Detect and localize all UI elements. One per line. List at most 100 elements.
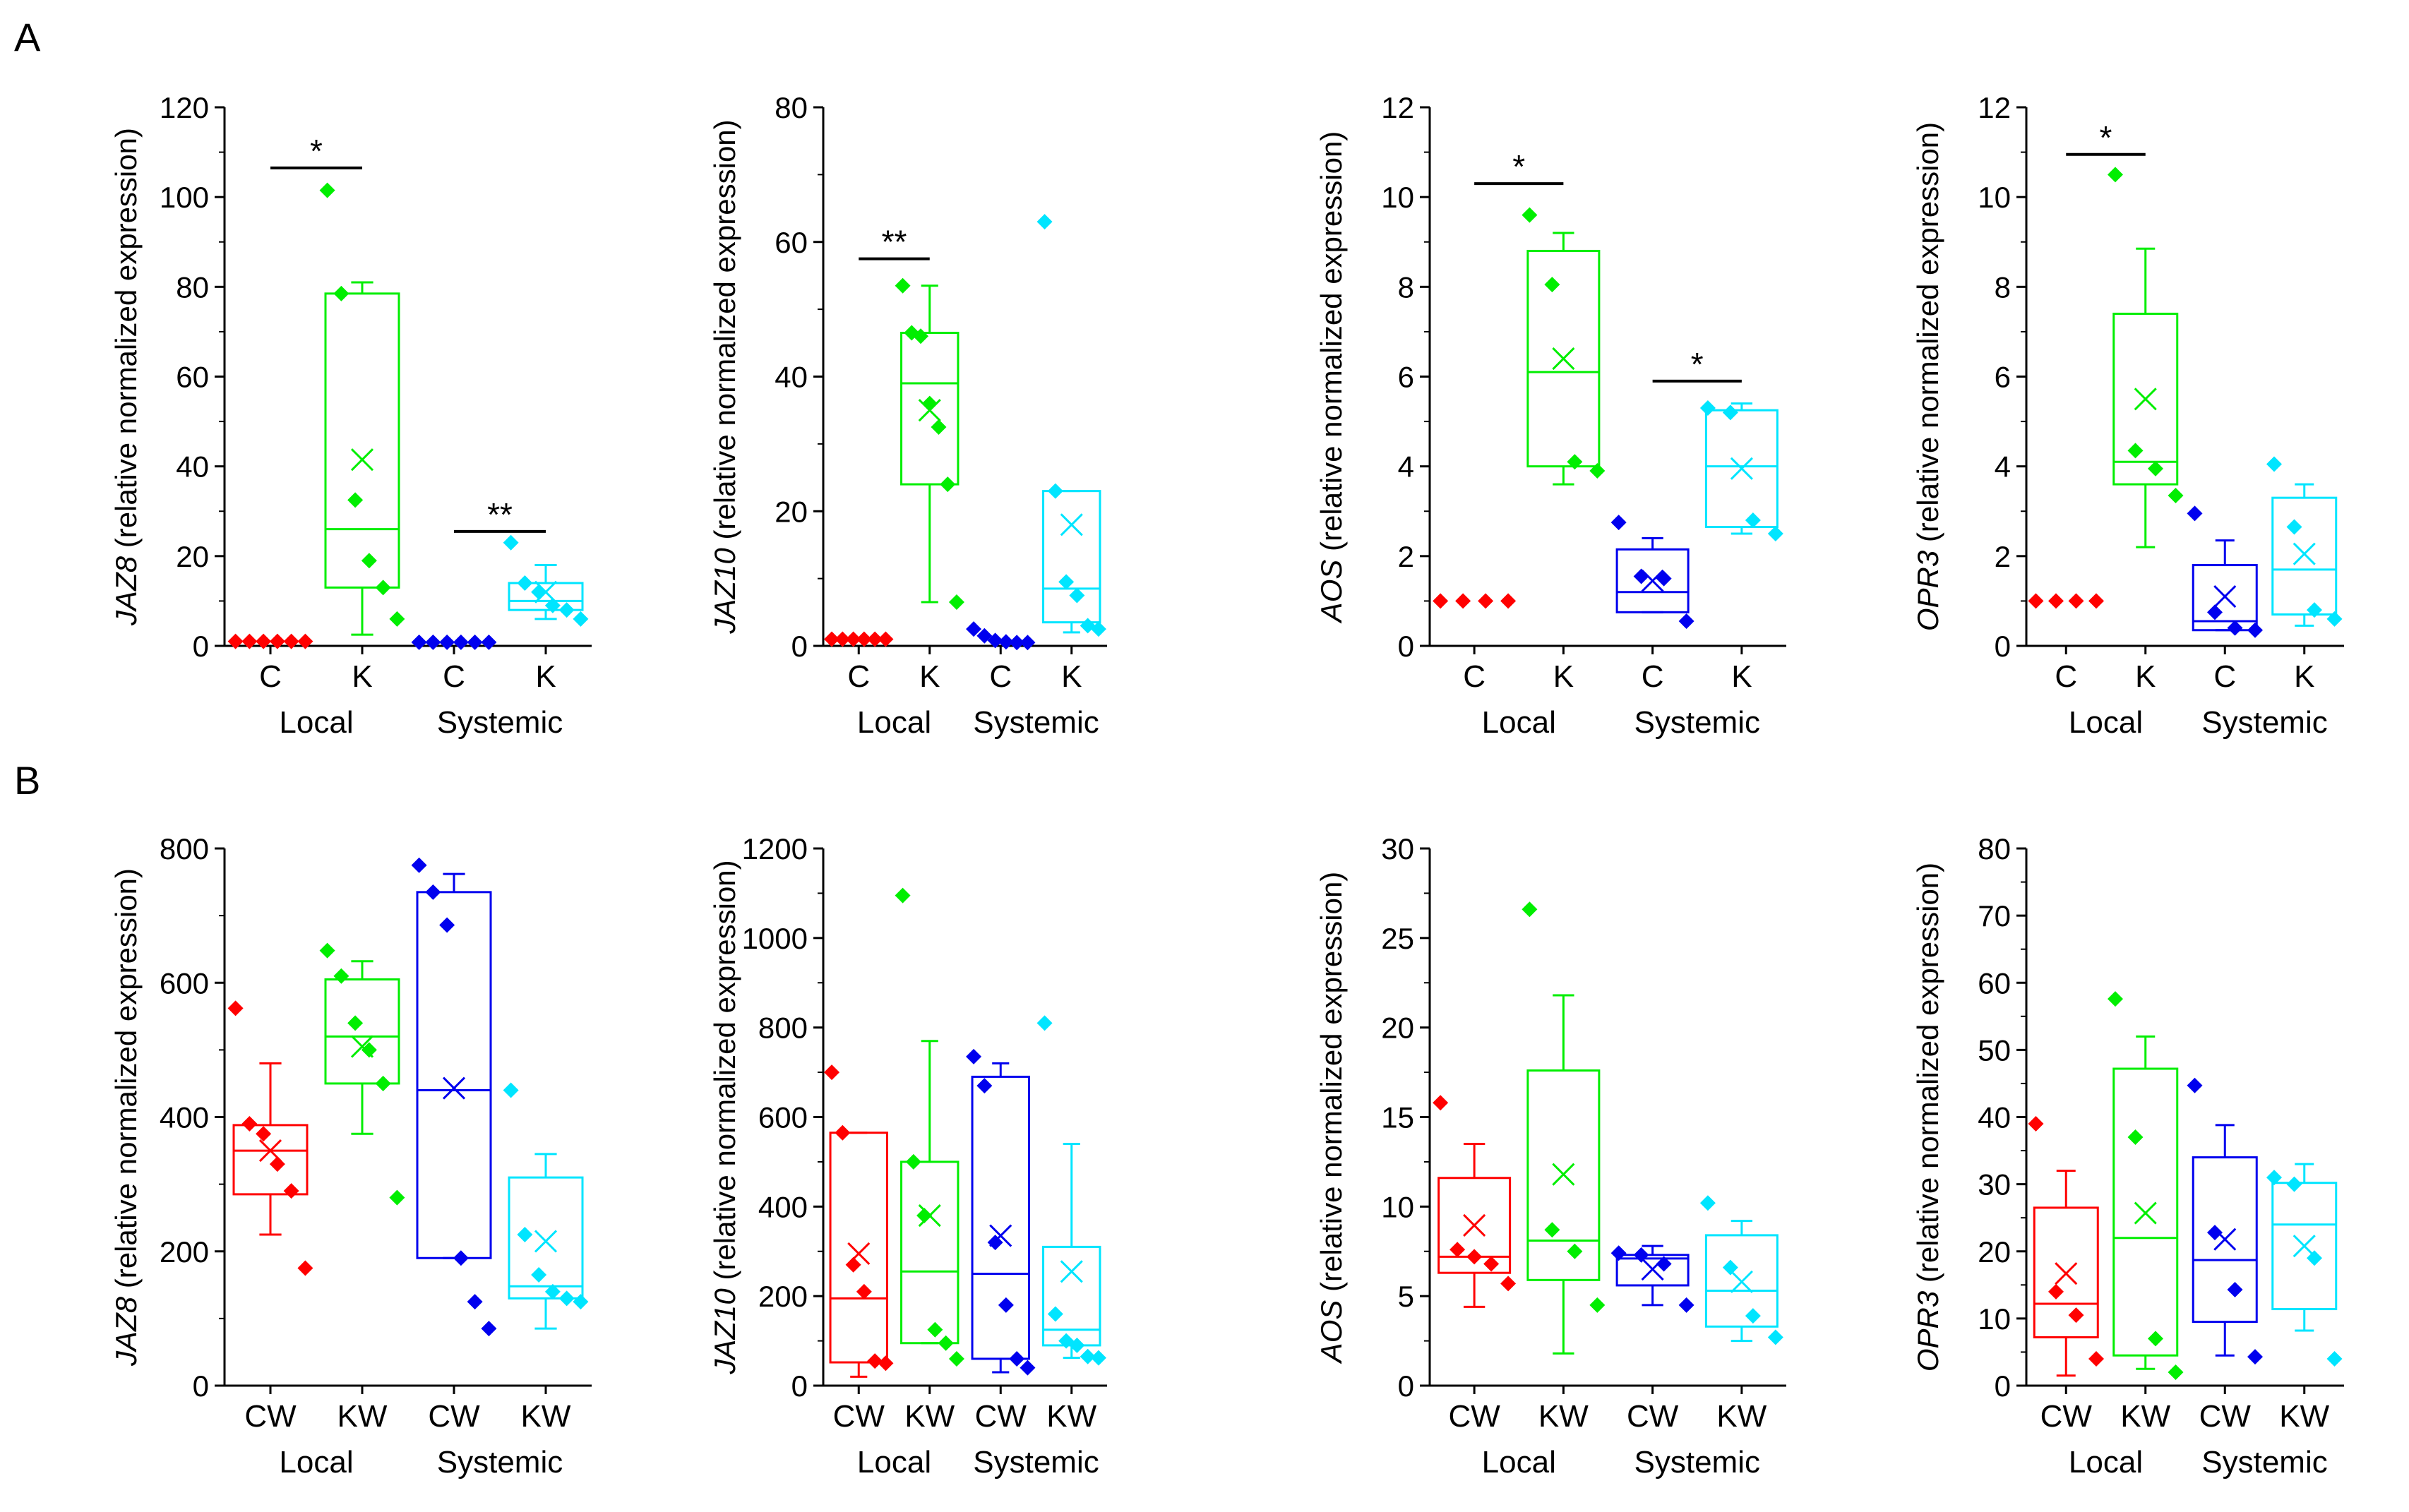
x-tick-label: C bbox=[259, 659, 282, 694]
data-point bbox=[1656, 570, 1672, 587]
mean-marker bbox=[2213, 584, 2237, 608]
iqr-box bbox=[2271, 496, 2338, 616]
data-point bbox=[425, 634, 441, 650]
box-systemic-c bbox=[2187, 505, 2263, 638]
data-point bbox=[1699, 400, 1716, 416]
iqr-box bbox=[2112, 312, 2179, 486]
x-tick-label: K bbox=[1061, 659, 1082, 694]
iqr-box bbox=[900, 332, 960, 486]
box-systemic-cw bbox=[966, 1048, 1036, 1376]
iqr-box bbox=[2192, 1156, 2258, 1324]
significance-label: * bbox=[1512, 148, 1525, 185]
y-tick-label: 800 bbox=[160, 832, 209, 865]
data-point bbox=[878, 1355, 894, 1372]
y-axis-label: AOS (relative normalized expression) bbox=[1315, 131, 1348, 625]
y-axis-label-gene: AOS bbox=[1315, 560, 1348, 625]
x-tick-label: C bbox=[2055, 659, 2077, 694]
iqr-box bbox=[1704, 409, 1779, 529]
iqr-box bbox=[1042, 490, 1101, 624]
data-point bbox=[2168, 487, 2184, 503]
x-tick-label: CW bbox=[2040, 1399, 2093, 1434]
data-point bbox=[256, 1126, 272, 1142]
data-point bbox=[1069, 587, 1085, 604]
data-point bbox=[2266, 1170, 2282, 1186]
y-tick-label: 12 bbox=[1978, 91, 2011, 124]
data-point bbox=[1433, 593, 1449, 609]
data-point bbox=[558, 602, 575, 618]
y-axis-label-units: (relative normalized expression) bbox=[708, 119, 741, 548]
box-local-k bbox=[319, 182, 405, 636]
y-tick-label: 2 bbox=[1995, 540, 2011, 573]
iqr-box bbox=[1526, 1069, 1601, 1281]
data-point bbox=[347, 492, 364, 508]
x-tick-label: C bbox=[989, 659, 1012, 694]
data-point bbox=[824, 1064, 840, 1081]
data-point bbox=[913, 328, 929, 344]
x-group-label: Local bbox=[2069, 1445, 2143, 1480]
y-tick-label: 6 bbox=[1398, 361, 1414, 394]
data-point bbox=[1544, 1222, 1560, 1238]
data-point bbox=[2326, 611, 2343, 627]
y-axis-label-units: (relative normalized expression) bbox=[1315, 131, 1348, 560]
y-tick-label: 0 bbox=[193, 630, 209, 663]
y-tick-label: 8 bbox=[1995, 270, 2011, 304]
iqr-box bbox=[1526, 249, 1601, 468]
data-point bbox=[1767, 1329, 1783, 1345]
panel-label-b: B bbox=[14, 758, 40, 803]
mean-marker bbox=[442, 1076, 466, 1100]
data-point bbox=[2108, 991, 2123, 1007]
data-point bbox=[2088, 593, 2104, 609]
y-tick-label: 30 bbox=[1381, 832, 1414, 865]
data-point bbox=[905, 1153, 921, 1170]
data-point bbox=[227, 1000, 244, 1016]
iqr-box bbox=[2112, 1067, 2179, 1357]
y-tick-label: 20 bbox=[1978, 1235, 2011, 1268]
y-axis-label: JAZ10 (relative normalized expression) bbox=[708, 119, 741, 634]
box-systemic-kw bbox=[1036, 1015, 1106, 1366]
x-group-label: Local bbox=[1482, 1445, 1556, 1480]
y-tick-label: 200 bbox=[160, 1235, 209, 1268]
data-point bbox=[531, 584, 547, 600]
box-systemic-cw bbox=[1610, 1244, 1694, 1313]
iqr-box bbox=[324, 978, 400, 1085]
box-local-c bbox=[1433, 593, 1517, 609]
x-group-label: Local bbox=[857, 705, 931, 740]
data-point bbox=[1722, 404, 1738, 421]
iqr-box bbox=[324, 292, 400, 589]
data-point bbox=[1767, 526, 1783, 542]
y-tick-label: 200 bbox=[758, 1280, 808, 1313]
y-tick-label: 40 bbox=[176, 450, 209, 484]
data-point bbox=[453, 1250, 469, 1266]
data-point bbox=[1567, 1243, 1583, 1259]
data-point bbox=[283, 1183, 299, 1199]
mean-marker bbox=[350, 448, 374, 472]
y-tick-label: 10 bbox=[1978, 181, 2011, 214]
box-local-k bbox=[2108, 167, 2184, 548]
y-axis-label-units: (relative normalized expression) bbox=[1315, 872, 1348, 1300]
data-point bbox=[411, 857, 427, 873]
data-point bbox=[375, 580, 391, 596]
box-systemic-kw bbox=[1699, 1195, 1783, 1345]
data-point bbox=[1036, 1015, 1053, 1031]
data-point bbox=[319, 942, 335, 959]
mean-marker bbox=[1730, 457, 1753, 480]
x-tick-label: K bbox=[1553, 659, 1574, 694]
data-point bbox=[2207, 1225, 2223, 1241]
y-tick-label: 20 bbox=[775, 495, 808, 528]
x-group-label: Systemic bbox=[2201, 705, 2327, 740]
y-tick-label: 0 bbox=[193, 1369, 209, 1403]
data-point bbox=[916, 1208, 933, 1224]
data-point bbox=[2048, 1283, 2064, 1300]
data-point bbox=[361, 1042, 377, 1058]
chart-b-jaz8: 0 200 400 600 800 JAZ8 (relative normalized e… bbox=[109, 832, 592, 1480]
y-tick-label: 4 bbox=[1398, 450, 1414, 484]
x-tick-label: CW bbox=[244, 1399, 297, 1434]
data-point bbox=[467, 1294, 483, 1310]
significance-label: * bbox=[1691, 346, 1704, 383]
x-tick-label: K bbox=[535, 659, 556, 694]
data-point bbox=[1020, 1360, 1036, 1376]
y-tick-label: 0 bbox=[791, 1369, 808, 1403]
data-point bbox=[1633, 568, 1649, 584]
data-point bbox=[333, 285, 349, 301]
